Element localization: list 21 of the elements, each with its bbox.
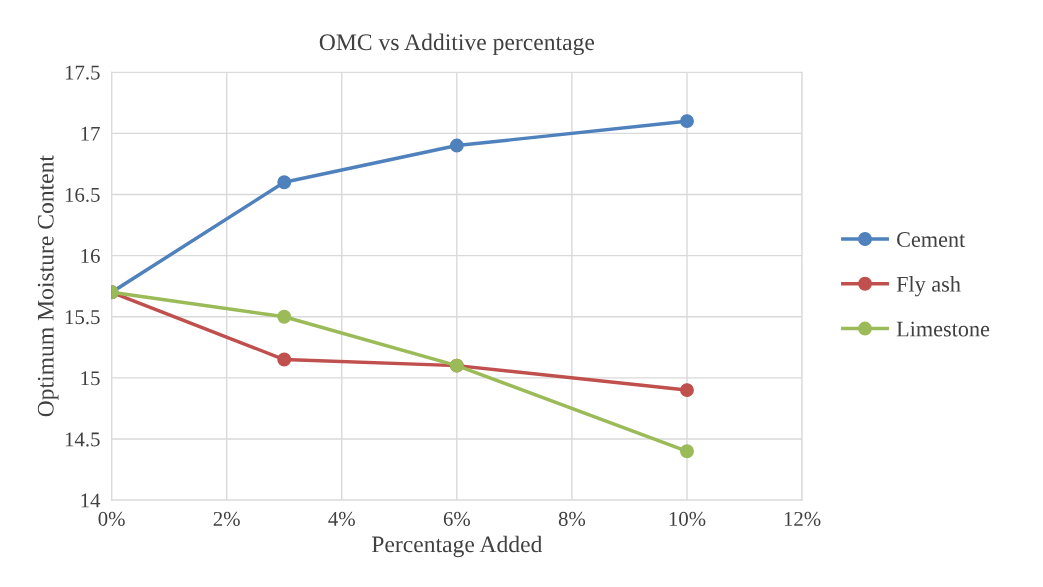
y-tick-label: 14.5 bbox=[65, 432, 100, 447]
y-tick-label: 17.5 bbox=[65, 65, 100, 80]
y-tick-label: 15.5 bbox=[65, 310, 100, 325]
x-tick-label: 12% bbox=[784, 511, 821, 526]
y-tick-label: 16 bbox=[81, 249, 100, 264]
y-tick-label: 17 bbox=[81, 126, 100, 141]
x-tick-label: 10% bbox=[669, 511, 706, 526]
legend-label: Fly ash bbox=[896, 276, 961, 297]
x-tick-label: 0% bbox=[98, 511, 125, 526]
x-tick-label: 4% bbox=[328, 511, 355, 526]
x-axis-title: Percentage Added bbox=[371, 535, 543, 558]
y-tick-label: 14 bbox=[81, 493, 101, 508]
x-tick-label: 6% bbox=[443, 511, 471, 526]
y-tick-label: 15 bbox=[81, 371, 100, 386]
y-tick-label: 16.5 bbox=[65, 187, 100, 202]
legend-label: Cement bbox=[897, 232, 966, 248]
x-tick-label: 8% bbox=[558, 511, 586, 526]
chart-title: OMC vs Additive percentage bbox=[319, 33, 595, 56]
legend-label: Limestone bbox=[896, 321, 990, 337]
y-axis-title: Optimum Moisture Content bbox=[37, 155, 59, 417]
x-tick-label: 2% bbox=[213, 511, 240, 526]
